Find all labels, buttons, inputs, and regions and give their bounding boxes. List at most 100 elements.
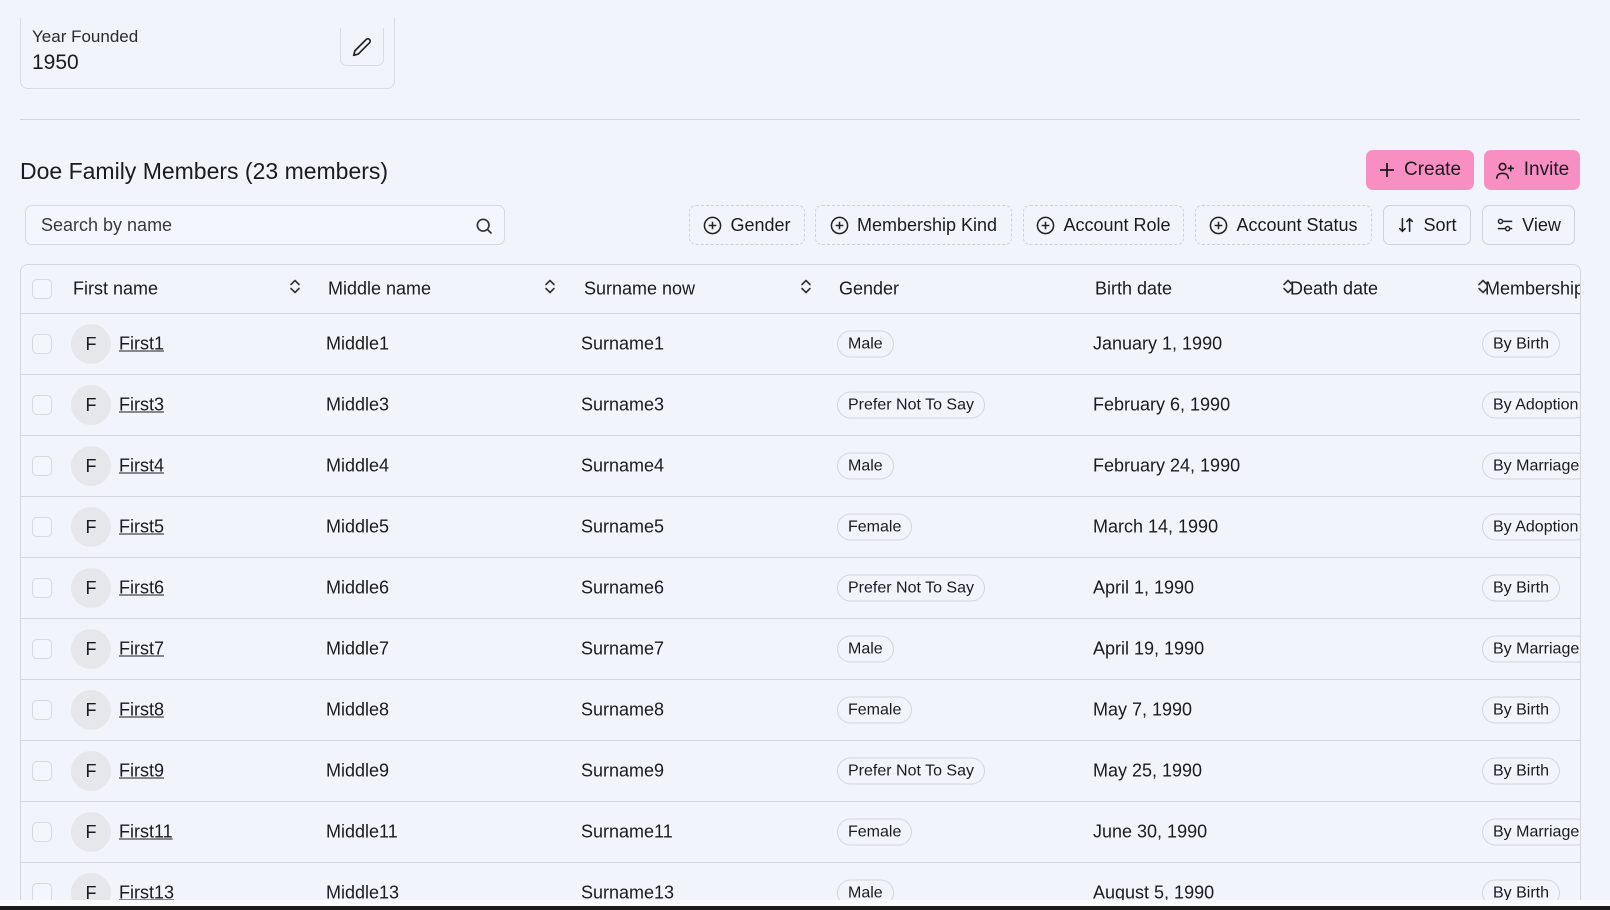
surname: Surname1 [581, 333, 665, 354]
table-row: F First3 Middle3 Surname3 Prefer Not To … [21, 375, 1580, 436]
gender-badge: Male [837, 452, 894, 480]
first-name-link[interactable]: First8 [119, 699, 164, 720]
sort-chevron-icon[interactable] [1282, 279, 1294, 300]
avatar: F [71, 568, 111, 608]
filter-account-role-button[interactable]: Account Role [1023, 205, 1184, 245]
column-first-name[interactable]: First name [73, 278, 159, 299]
sort-arrows-icon [1399, 217, 1414, 233]
select-all-checkbox[interactable] [32, 279, 52, 299]
avatar-initial: F [85, 577, 97, 598]
column-death-date[interactable]: Death date [1290, 278, 1379, 299]
row-checkbox[interactable] [32, 456, 52, 476]
search-icon[interactable] [474, 216, 494, 236]
avatar-initial: F [85, 821, 97, 842]
birth-date: March 14, 1990 [1093, 516, 1219, 537]
middle-name: Middle9 [326, 760, 390, 781]
row-checkbox[interactable] [32, 578, 52, 598]
membership-badge: By Birth [1482, 696, 1561, 724]
avatar-initial: F [85, 699, 97, 720]
surname: Surname4 [581, 455, 665, 476]
search-box[interactable] [25, 205, 505, 245]
first-name-link[interactable]: First3 [119, 394, 164, 415]
invite-label[interactable]: Invite [1523, 159, 1570, 180]
first-name-link[interactable]: First1 [119, 333, 164, 354]
gender-badge: Female [837, 818, 913, 846]
sort-chevron-icon[interactable] [1477, 279, 1489, 300]
avatar: F [71, 324, 111, 364]
gender-badge: Female [837, 513, 913, 541]
middle-name: Middle4 [326, 455, 390, 476]
create-button[interactable]: Create [1366, 150, 1474, 190]
column-membership-kind[interactable]: Membership Kind [1485, 278, 1581, 299]
first-name-link[interactable]: First6 [119, 577, 164, 598]
middle-name: Middle6 [326, 577, 390, 598]
middle-name: Middle1 [326, 333, 390, 354]
filter-account-status-button[interactable]: Account Status [1195, 205, 1372, 245]
view-label: View [1522, 214, 1561, 235]
plus-circle-icon [704, 216, 722, 234]
row-checkbox[interactable] [32, 517, 52, 537]
row-checkbox[interactable] [32, 334, 52, 354]
gender-badge: Prefer Not To Say [837, 757, 985, 785]
edit-button[interactable] [340, 28, 384, 66]
surname: Surname11 [581, 821, 673, 842]
first-name-link[interactable]: First11 [119, 821, 173, 842]
surname: Surname5 [581, 516, 665, 537]
avatar-initial: F [85, 394, 97, 415]
column-surname-now[interactable]: Surname now [584, 278, 696, 299]
table-row: F First13 Middle13 Surname13 Male August… [21, 863, 1580, 904]
column-middle-name[interactable]: Middle name [328, 278, 432, 299]
plus-circle-icon [830, 216, 849, 234]
first-name-link[interactable]: First9 [119, 760, 164, 781]
column-birth-date[interactable]: Birth date [1095, 278, 1173, 299]
sort-chevron-icon[interactable] [544, 279, 556, 300]
filter-gender-button[interactable]: Gender [689, 205, 805, 245]
first-name-link[interactable]: First13 [119, 882, 175, 903]
row-checkbox[interactable] [32, 761, 52, 781]
row-checkbox[interactable] [32, 395, 52, 415]
row-checkbox[interactable] [32, 822, 52, 842]
search-input[interactable] [26, 206, 504, 244]
bottom-bar [0, 906, 1610, 910]
plus-circle-icon [1210, 216, 1228, 234]
avatar: F [71, 385, 111, 425]
first-name-link[interactable]: First7 [119, 638, 164, 659]
filter-label: Account Status [1236, 214, 1358, 235]
invite-button[interactable]: Invite [1484, 150, 1580, 190]
view-button[interactable]: View [1482, 205, 1575, 245]
table-header: First name Middle name Surname now Gende… [21, 265, 1581, 314]
middle-name: Middle3 [326, 394, 390, 415]
avatar: F [71, 446, 111, 486]
sort-button[interactable]: Sort [1383, 205, 1471, 245]
middle-name: Middle5 [326, 516, 390, 537]
middle-name: Middle8 [326, 699, 390, 720]
filter-label: Account Role [1063, 214, 1171, 235]
membership-badge: By Birth [1482, 330, 1561, 358]
row-checkbox[interactable] [32, 639, 52, 659]
row-checkbox[interactable] [32, 700, 52, 720]
birth-date: February 24, 1990 [1093, 455, 1241, 476]
gender-badge: Male [837, 330, 894, 358]
year-founded-value: 1950 [32, 51, 79, 74]
avatar-initial: F [85, 333, 97, 354]
first-name-link[interactable]: First4 [119, 455, 164, 476]
sort-chevron-icon[interactable] [289, 279, 301, 300]
avatar: F [71, 873, 111, 904]
birth-date: August 5, 1990 [1093, 882, 1215, 903]
birth-date: April 1, 1990 [1093, 577, 1195, 598]
plus-icon [1379, 163, 1394, 177]
table-row: F First11 Middle11 Surname11 Female June… [21, 802, 1580, 863]
table-row: F First8 Middle8 Surname8 Female May 7, … [21, 680, 1580, 741]
filter-membership-kind-button[interactable]: Membership Kind [815, 205, 1012, 245]
birth-date: May 25, 1990 [1093, 760, 1203, 781]
first-name-link[interactable]: First5 [119, 516, 164, 537]
surname: Surname9 [581, 760, 665, 781]
sort-chevron-icon[interactable] [800, 279, 812, 300]
avatar: F [71, 812, 111, 852]
birth-date: January 1, 1990 [1093, 333, 1223, 354]
table-row: F First7 Middle7 Surname7 Male April 19,… [21, 619, 1580, 680]
gender-badge: Female [837, 696, 913, 724]
avatar: F [71, 690, 111, 730]
table-row: F First1 Middle1 Surname1 Male January 1… [21, 314, 1580, 375]
middle-name: Middle7 [326, 638, 390, 659]
